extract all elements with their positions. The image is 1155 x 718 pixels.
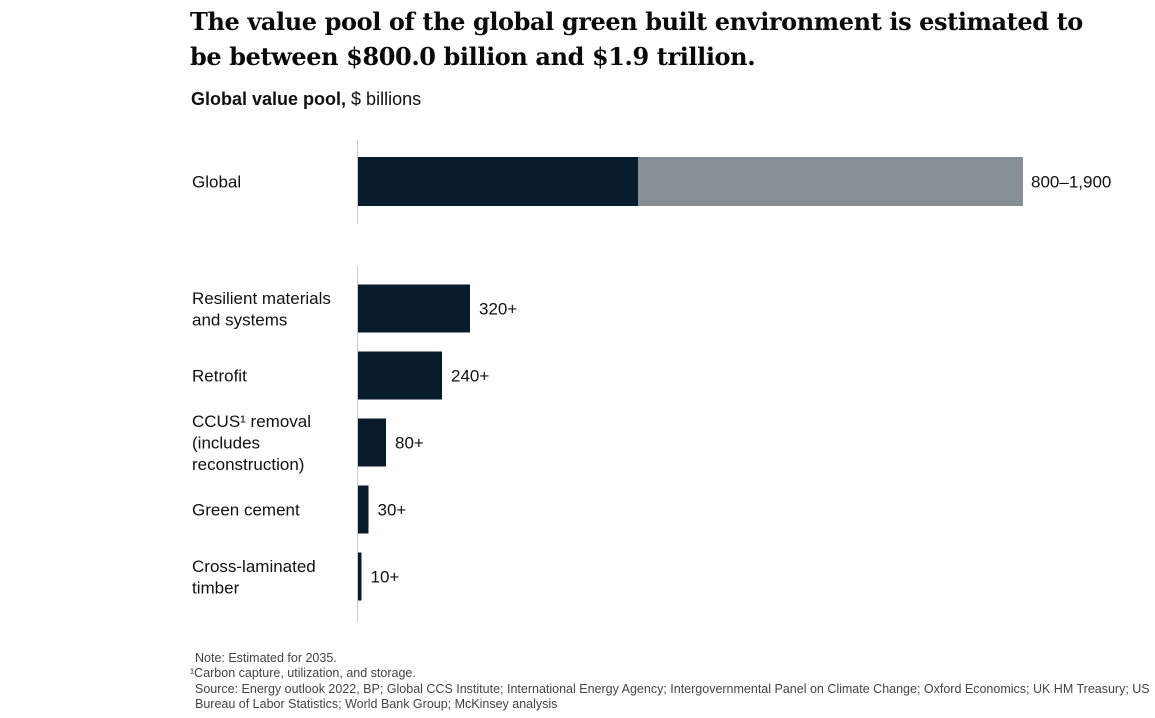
bar-1 <box>358 351 442 400</box>
category-label-1: Retrofit <box>192 367 247 386</box>
global-category-label: Global <box>192 173 241 192</box>
category-label-line: and systems <box>192 310 287 329</box>
category-bars-group: 320+ Resilient materials and systems 240+ Re… <box>192 284 517 601</box>
category-label-line: Cross-laminated <box>192 557 316 576</box>
category-label-2: CCUS¹ removal (includes reconstruction) <box>192 412 311 474</box>
bar-0 <box>358 284 470 333</box>
category-label-line: Retrofit <box>192 367 247 386</box>
category-label-line: timber <box>192 578 240 597</box>
bar-value-label-0: 320+ <box>479 300 517 319</box>
footnote-1-text: ¹Carbon capture, utilization, and storag… <box>190 666 416 681</box>
chart-subtitle: Global value pool, $ billions <box>191 89 421 110</box>
global-bar-group: Global 800–1,900 <box>192 157 1111 206</box>
global-bar-low <box>358 157 638 206</box>
bar-value-label-3: 30+ <box>378 501 407 520</box>
bar-chart: Global 800–1,900 320+ Resilient materials a… <box>192 140 1111 622</box>
bar-3 <box>358 485 369 534</box>
global-bar-range <box>638 157 1023 206</box>
subtitle-unit: $ billions <box>351 89 422 109</box>
subtitle-bold: Global value pool, <box>191 89 347 109</box>
category-label-line: Resilient materials <box>192 289 331 308</box>
category-label-line: CCUS¹ removal <box>192 412 311 431</box>
bar-value-label-2: 80+ <box>395 434 424 453</box>
footnotes: Note: Estimated for 2035. ¹Carbon captur… <box>190 651 1150 712</box>
category-label-3: Green cement <box>192 501 300 520</box>
source-text: Source: Energy outlook 2022, BP; Global … <box>195 681 1150 711</box>
category-label-0: Resilient materials and systems <box>192 289 331 330</box>
note-text: Note: Estimated for 2035. <box>195 651 337 665</box>
bar-value-label-4: 10+ <box>371 568 400 587</box>
bar-value-label-1: 240+ <box>451 367 489 386</box>
bar-4 <box>358 552 362 601</box>
bar-2 <box>358 418 386 467</box>
category-label-line: (includes <box>192 434 260 453</box>
category-label-line: Green cement <box>192 501 300 520</box>
global-value-label: 800–1,900 <box>1031 173 1111 192</box>
category-label-line: reconstruction) <box>192 455 304 474</box>
category-label-4: Cross-laminated timber <box>192 557 316 598</box>
chart-title: The value pool of the global green built… <box>190 7 1083 71</box>
